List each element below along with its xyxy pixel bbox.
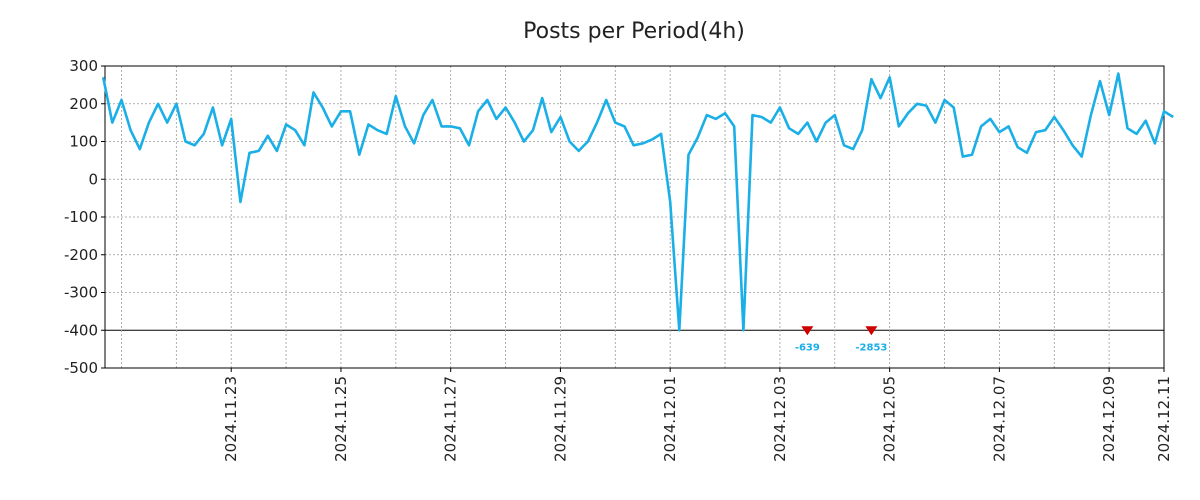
y-tick-label: -400 xyxy=(64,321,98,339)
series-layer xyxy=(101,72,1174,332)
grid xyxy=(105,65,1164,369)
clip-markers: -639 -2853 xyxy=(795,326,887,353)
x-tick-label: 2024.12.09 xyxy=(1100,376,1118,462)
clip-label: -639 xyxy=(795,342,820,353)
clip-marker xyxy=(801,326,814,336)
y-tick-label: -100 xyxy=(64,208,98,226)
x-tick-label: 2024.11.25 xyxy=(332,376,350,462)
x-tick-label: 2024.11.29 xyxy=(551,376,569,462)
x-tick-label: 2024.12.01 xyxy=(661,376,679,462)
x-tick-label: 2024.11.27 xyxy=(442,376,460,462)
y-tick-label: 100 xyxy=(69,133,98,151)
x-tick-label: 2024.11.23 xyxy=(222,376,240,462)
y-tick-label: 200 xyxy=(69,95,98,113)
y-tick-label: -200 xyxy=(64,246,98,264)
x-tick-label: 2024.12.05 xyxy=(881,376,899,462)
x-tick-label: 2024.12.07 xyxy=(990,376,1008,462)
axes: 300 200 100 0 -100 -200 -300 -400 -500 2024.11.23… xyxy=(64,57,1173,462)
y-tick-label: 300 xyxy=(69,57,98,75)
y-tick-label: -500 xyxy=(64,359,98,377)
chart-title: Posts per Period(4h) xyxy=(523,19,745,44)
x-tick-label: 2024.12.03 xyxy=(771,376,789,462)
plot-frame xyxy=(104,65,1165,369)
series-line-posts xyxy=(101,72,1174,332)
clip-label: -2853 xyxy=(855,342,887,353)
y-tick-label: -300 xyxy=(64,284,98,302)
x-tick-label: 2024.12.11 xyxy=(1155,376,1173,462)
clip-marker xyxy=(865,326,878,336)
y-tick-label: 0 xyxy=(88,170,98,188)
